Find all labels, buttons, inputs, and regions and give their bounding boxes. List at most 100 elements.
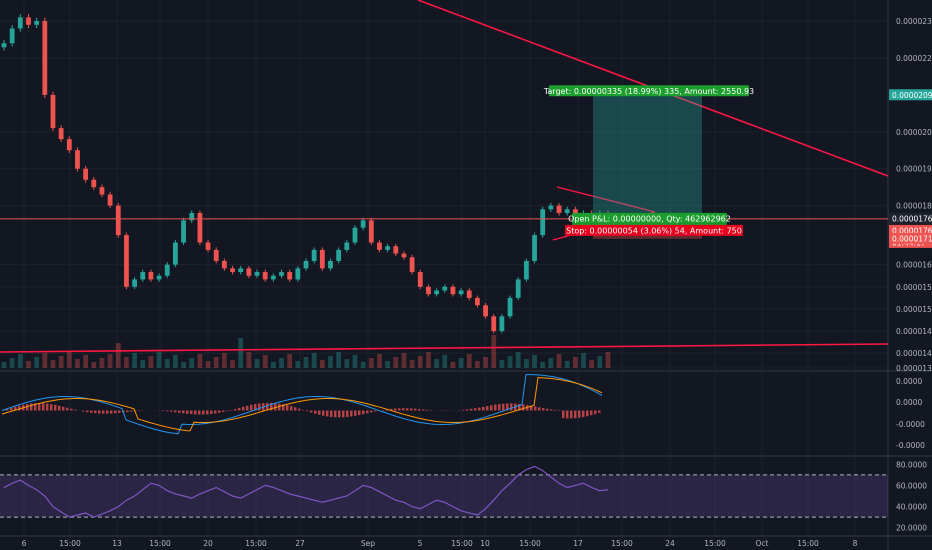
- price-tick: 0.00002300: [896, 17, 932, 26]
- long-position-tool[interactable]: Target: 0.00000335 (18.99%) 335, Amount:…: [543, 85, 754, 239]
- candle-body: [409, 257, 415, 273]
- candle-body: [213, 249, 219, 261]
- macd-histogram-bar: [342, 410, 345, 418]
- macd-histogram-bar: [322, 410, 325, 416]
- candle-body: [303, 260, 309, 269]
- macd-histogram-bar: [38, 403, 41, 411]
- candle-body: [230, 268, 235, 273]
- volume-bar: [377, 354, 382, 368]
- candle-body: [156, 275, 162, 280]
- open-pnl-label-bg: [572, 212, 727, 224]
- time-tick: 10: [480, 539, 490, 548]
- macd-histogram-bar: [114, 410, 117, 414]
- macd-histogram-bar: [502, 403, 505, 411]
- macd-histogram-bar: [566, 410, 569, 419]
- time-scale[interactable]: 6 15:00 13 15:00 20 15:00 27 Sep 5 15:00 10 15:00 17…: [22, 539, 858, 548]
- macd-histogram-bar: [234, 408, 237, 411]
- volume-bar: [450, 362, 456, 368]
- macd-histogram-bar: [390, 408, 393, 411]
- candle-body: [450, 286, 456, 295]
- macd-histogram-bar: [242, 406, 245, 411]
- macd-histogram-bar: [386, 409, 389, 411]
- volume-bar: [254, 359, 260, 368]
- macd-histogram-bar: [326, 410, 329, 417]
- time-tick: 15:00: [797, 539, 819, 548]
- volume-bar: [442, 355, 448, 368]
- price-tick: 0.00001800: [896, 202, 932, 211]
- volume-bar: [475, 361, 480, 368]
- time-tick: 17: [573, 539, 583, 548]
- macd-histogram-bar: [598, 410, 601, 413]
- macd-histogram-bar: [66, 407, 69, 411]
- price-label: 0.00001764: [892, 214, 932, 223]
- macd-histogram-bar: [554, 409, 557, 411]
- rsi-band-fill: [0, 474, 888, 518]
- candle-body: [377, 242, 382, 250]
- candle-body: [475, 297, 480, 306]
- volume-bar: [91, 362, 97, 368]
- target-label-bg: [549, 85, 749, 97]
- candle-body: [540, 209, 546, 236]
- candle-body: [442, 286, 448, 291]
- macd-histogram-bar: [522, 404, 525, 411]
- macd-histogram-bar: [102, 410, 105, 414]
- volume-bar: [385, 361, 391, 368]
- support-line: [0, 343, 889, 353]
- candle-body: [434, 290, 439, 295]
- candle-body: [483, 305, 488, 317]
- macd-histogram-bar: [498, 404, 501, 411]
- candle-body: [262, 272, 268, 280]
- candle-body: [466, 290, 472, 298]
- time-tick: 27: [295, 539, 305, 548]
- macd-histogram-bar: [466, 409, 469, 411]
- candle-body: [352, 227, 358, 243]
- volume-bar: [417, 356, 423, 368]
- volume-bar: [426, 352, 431, 368]
- macd-pane: 0.0000 0.0000 -0.0000 -0.0000: [1, 374, 925, 450]
- macd-histogram-bar: [70, 408, 73, 411]
- macd-histogram-bar: [506, 403, 509, 411]
- volume-bar: [148, 356, 154, 368]
- macd-histogram-bar: [462, 409, 465, 411]
- macd-histogram-bar: [358, 410, 361, 416]
- volume-bar: [66, 352, 72, 368]
- macd-tick: 0.0000: [896, 398, 922, 407]
- macd-histogram-bar: [594, 410, 597, 415]
- candle-body: [140, 272, 146, 280]
- macd-histogram-bar: [550, 409, 553, 411]
- volume-bars: [1, 335, 611, 368]
- candle-body: [344, 242, 350, 250]
- macd-histogram-bar: [14, 406, 17, 411]
- macd-histogram-bar: [530, 405, 533, 411]
- macd-tick: 0.0000: [896, 377, 922, 386]
- macd-histogram-bar: [202, 410, 205, 415]
- price-scale[interactable]: 0.00002300 0.00002200 0.00002000 0.00001900…: [889, 17, 932, 373]
- macd-histogram-bar: [166, 410, 169, 412]
- candle-body: [458, 290, 464, 295]
- volume-bar: [262, 355, 268, 368]
- macd-histogram-bar: [10, 407, 13, 411]
- macd-histogram-bar: [546, 408, 549, 411]
- macd-histogram-bar: [178, 410, 181, 413]
- candle-body: [507, 297, 513, 317]
- volume-bar: [589, 360, 595, 368]
- volume-bar: [581, 353, 586, 368]
- macd-histogram-bar: [214, 410, 217, 414]
- macd-histogram-bar: [50, 404, 53, 411]
- candle-body: [385, 246, 391, 250]
- candle-body: [246, 268, 252, 276]
- candle-body: [270, 275, 276, 280]
- target-label: Target: 0.00000335 (18.99%) 335, Amount:…: [543, 87, 754, 96]
- candle-body: [50, 94, 56, 129]
- macd-histogram-bar: [198, 410, 201, 415]
- price-tick: 0.00001460: [896, 327, 932, 336]
- candle-body: [83, 168, 89, 180]
- candle-body: [319, 249, 325, 269]
- candle-body: [164, 264, 170, 276]
- macd-histogram-bar: [538, 407, 541, 411]
- volume-bar: [140, 360, 146, 368]
- volume-bar: [491, 335, 497, 368]
